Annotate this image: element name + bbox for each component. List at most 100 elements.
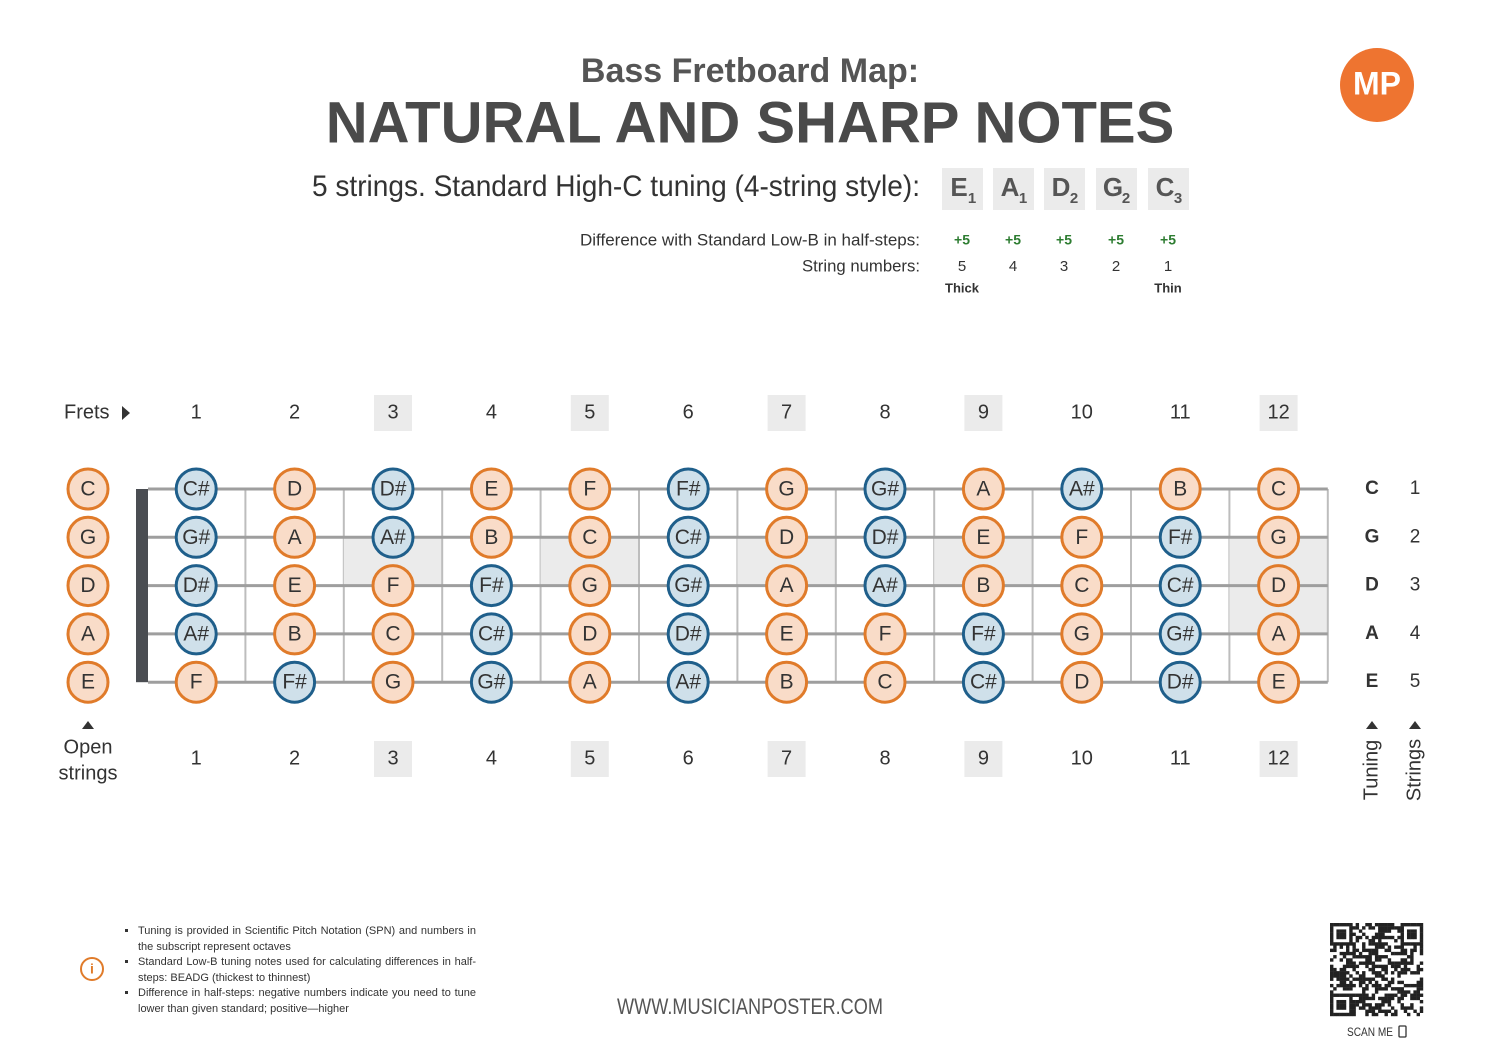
- qr-module: [1362, 955, 1366, 959]
- qr-module: [1362, 1003, 1366, 1007]
- qr-module: [1346, 945, 1350, 949]
- qr-module: [1397, 935, 1401, 940]
- fret-label-box: [964, 741, 1003, 777]
- note: [961, 612, 1005, 656]
- qr-module: [1390, 923, 1395, 927]
- qr-module: [1336, 923, 1340, 927]
- qr-module: [1371, 939, 1376, 943]
- tuning-octave: 1: [968, 190, 976, 207]
- qr-module: [1371, 971, 1376, 975]
- qr-module: [1410, 955, 1414, 959]
- qr-module: [1419, 948, 1424, 953]
- qr-module: [1365, 983, 1369, 988]
- note-label: F: [1075, 526, 1088, 549]
- qr-module: [1365, 948, 1369, 953]
- note: [765, 612, 809, 656]
- qr-module: [1419, 935, 1424, 940]
- fret-label-box: [964, 395, 1003, 431]
- qr-module: [1397, 980, 1401, 985]
- qr-module: [1384, 967, 1388, 972]
- subtitle: Bass Fretboard Map:: [581, 52, 919, 90]
- tuning-arrow: [1366, 721, 1378, 729]
- qr-module: [1349, 951, 1353, 956]
- footnote: Difference in half-steps: negative numbe…: [138, 986, 476, 1017]
- qr-module: [1349, 964, 1353, 969]
- qr-module: [1384, 948, 1388, 953]
- qr-module: [1374, 935, 1379, 940]
- note: [1060, 612, 1104, 656]
- qr-module: [1342, 967, 1347, 972]
- note: [765, 467, 809, 511]
- note: [863, 467, 907, 511]
- qr-module: [1400, 926, 1404, 930]
- qr-module: [1394, 945, 1398, 949]
- tuning-octave: 2: [1070, 190, 1078, 207]
- qr-module: [1378, 935, 1382, 940]
- qr-module: [1378, 1006, 1382, 1010]
- qr-module: [1362, 932, 1366, 937]
- qr-module: [1403, 1009, 1408, 1013]
- qr-module: [1365, 1009, 1369, 1013]
- qr-module: [1384, 926, 1388, 930]
- qr-module: [1403, 958, 1408, 962]
- qr-module: [1342, 929, 1347, 933]
- qr-module: [1371, 996, 1376, 1001]
- note: [863, 564, 907, 608]
- qr-module: [1371, 926, 1376, 930]
- qr-module: [1394, 1009, 1398, 1013]
- qr-module: [1358, 951, 1363, 956]
- qr-module: [1394, 951, 1398, 956]
- note-label: D: [582, 622, 597, 645]
- qr-module: [1416, 1012, 1420, 1017]
- qr-module: [1342, 951, 1347, 956]
- qr-module: [1365, 1003, 1369, 1007]
- qr-module: [1374, 945, 1379, 949]
- qr-module: [1400, 967, 1404, 972]
- difference: +5: [1005, 232, 1021, 248]
- qr-module: [1374, 987, 1379, 991]
- tuning-box: [942, 168, 983, 210]
- qr-module: [1362, 948, 1366, 953]
- note-label: G#: [871, 478, 899, 501]
- note-label: E: [976, 526, 990, 549]
- open-label: strings: [59, 762, 118, 784]
- qr-module: [1397, 971, 1401, 975]
- note: [273, 660, 317, 704]
- qr-module: [1368, 939, 1372, 943]
- qr-module: [1330, 932, 1334, 937]
- fret-number: 3: [387, 401, 398, 423]
- qr-module: [1390, 980, 1395, 985]
- note: [863, 660, 907, 704]
- qr-module: [1374, 923, 1379, 927]
- tuning-label: 5 strings. Standard High-C tuning (4-str…: [312, 170, 920, 203]
- difference: +5: [1160, 232, 1176, 248]
- qr-module: [1330, 926, 1334, 930]
- fret-label-box: [374, 741, 412, 777]
- note-label: B: [1173, 478, 1187, 501]
- qr-module: [1339, 945, 1344, 949]
- qr-module: [1403, 993, 1408, 997]
- qr-module: [1390, 1012, 1395, 1017]
- qr-module: [1410, 1006, 1414, 1010]
- note: [863, 612, 907, 656]
- qr-module: [1400, 987, 1404, 991]
- note-label: A: [288, 526, 302, 549]
- qr-module: [1339, 1003, 1344, 1007]
- qr-module: [1378, 964, 1382, 969]
- qr-module: [1365, 958, 1369, 962]
- note: [273, 467, 317, 511]
- qr-module: [1410, 993, 1414, 997]
- qr-module: [1403, 971, 1408, 975]
- qr-module: [1368, 967, 1372, 972]
- qr-module: [1387, 929, 1392, 933]
- string-numbers-label: String numbers:: [802, 256, 920, 275]
- qr-module: [1371, 1006, 1376, 1010]
- qr-module: [1400, 923, 1404, 927]
- tuning-note: A: [1001, 172, 1020, 202]
- qr-module: [1346, 923, 1350, 927]
- qr-module: [1355, 1003, 1360, 1007]
- qr-module: [1374, 951, 1379, 956]
- note: [961, 660, 1005, 704]
- strings-axis-label: Strings: [1403, 739, 1425, 801]
- qr-module: [1406, 961, 1411, 965]
